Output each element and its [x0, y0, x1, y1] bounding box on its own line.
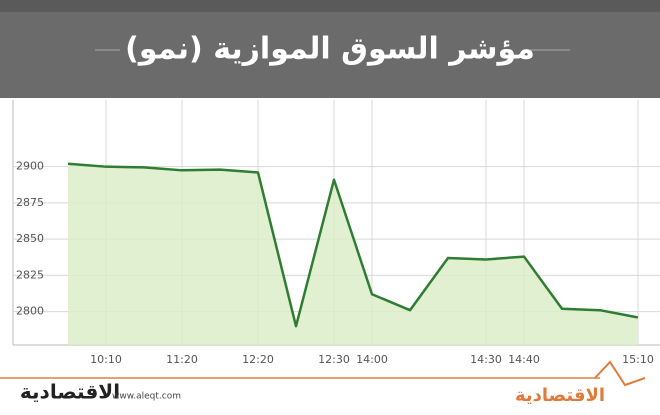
chart-title: مؤشر السوق الموازية (نمو) — [125, 32, 535, 67]
line — [67, 162, 639, 328]
y-tick-label: 2800 — [16, 305, 44, 318]
y-tick-label: 2900 — [16, 160, 44, 173]
x-tick-label: 14:30 — [470, 353, 502, 366]
x-tick-label: 10:10 — [90, 353, 122, 366]
footer-logo: الاقتصادية — [515, 385, 605, 406]
x-tick-label: 11:20 — [166, 353, 198, 366]
area — [68, 163, 638, 345]
footer-logo: الاقتصادية — [20, 380, 120, 404]
x-tick-label: 12:20 — [242, 353, 274, 366]
x-tick-label: 14:00 — [356, 353, 388, 366]
x-tick-label: 12:30 — [318, 353, 350, 366]
footer-url: www.aleqt.com — [112, 392, 181, 402]
x-tick-label: 15:10 — [622, 353, 654, 366]
x-tick-label: 14:40 — [508, 353, 540, 366]
header-top — [0, 0, 660, 12]
title-backdrop — [120, 30, 530, 70]
y-tick-label: 2875 — [16, 196, 44, 209]
y-tick-label: 2850 — [16, 232, 44, 245]
y-tick-label: 2825 — [16, 268, 44, 281]
logo-graphic — [594, 360, 646, 387]
